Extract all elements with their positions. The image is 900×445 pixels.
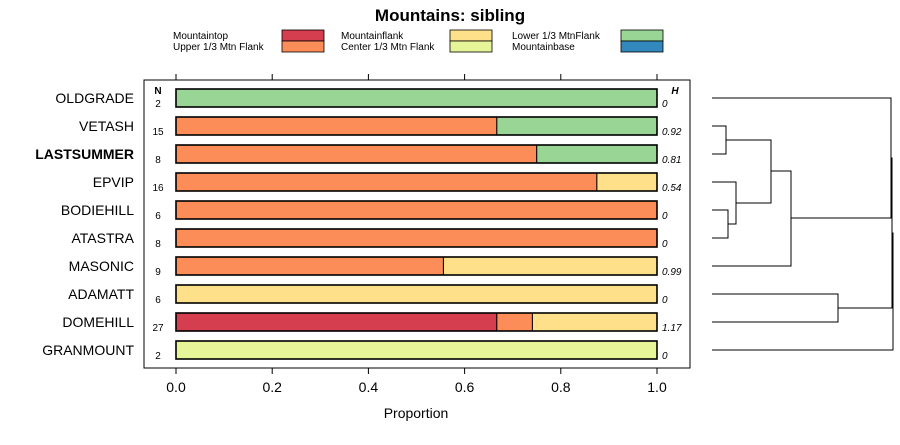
bar-segment-vetash-upper-1-3-mtn-flank — [175, 116, 498, 136]
dendrogram-branch-adamatt-domehill — [712, 293, 839, 323]
bar-segment-bodiehill-upper-1-3-mtn-flank — [175, 200, 658, 220]
h-value-adamatt: 0 — [662, 295, 668, 306]
h-value-masonic: 0.99 — [662, 267, 682, 278]
h-value-granmount: 0 — [662, 351, 668, 362]
bar-rows: OLDGRADE 2 0 VETASH 15 0.92 LASTSUMMER 8 0.81 EPV… — [35, 88, 682, 362]
bar-outline-epvip — [175, 172, 658, 192]
x-axis-label: Proportion — [384, 405, 449, 421]
h-value-bodiehill: 0 — [662, 211, 668, 222]
bar-segment-oldgrade-lower-1-3-mtnflank — [175, 88, 658, 108]
n-value-granmount: 2 — [155, 351, 161, 362]
n-value-vetash: 15 — [152, 127, 164, 138]
h-value-vetash: 0.92 — [662, 127, 682, 138]
h-value-epvip: 0.54 — [662, 183, 682, 194]
x-tick-label-4: 0.8 — [551, 379, 571, 395]
legend-label-lower-1-3-mtnflank: Lower 1/3 MtnFlank — [512, 31, 601, 42]
dendrogram-branch-bodiehill-atastra — [712, 209, 729, 239]
row-label-vetash: VETASH — [79, 118, 134, 134]
bar-segment-epvip-mountainflank — [596, 172, 658, 192]
x-tick-label-2: 0.4 — [359, 379, 379, 395]
row-label-lastsummer: LASTSUMMER — [35, 146, 134, 162]
bar-segment-lastsummer-lower-1-3-mtnflank — [536, 144, 658, 164]
dendrogram-branch-middle-merge — [838, 157, 893, 309]
row-label-masonic: MASONIC — [69, 258, 134, 274]
plot-frame — [143, 79, 691, 369]
h-value-atastra: 0 — [662, 239, 668, 250]
bar-segment-vetash-lower-1-3-mtnflank — [496, 116, 658, 136]
legend-swatch-mountainbase — [620, 40, 664, 53]
x-tick-label-3: 0.6 — [455, 379, 475, 395]
h-column-header: H — [671, 86, 679, 97]
legend-label-mountaintop: Mountaintop — [173, 31, 228, 42]
bar-segment-epvip-upper-1-3-mtn-flank — [175, 172, 598, 192]
dendrogram-branch-epvip-merge — [712, 181, 737, 225]
n-value-atastra: 8 — [155, 239, 161, 250]
bar-segment-domehill-mountainflank — [531, 312, 658, 332]
legend-label-mountainbase: Mountainbase — [512, 42, 575, 53]
dendrogram-branch-top-merge — [726, 139, 772, 204]
n-value-lastsummer: 8 — [155, 155, 161, 166]
bar-outline-masonic — [175, 256, 658, 276]
bar-segment-domehill-mountaintop — [175, 312, 498, 332]
x-tick-label-0: 0.0 — [166, 379, 186, 395]
dendrogram-branch-oldgrade-merge — [712, 97, 892, 219]
x-axis: 0.0 0.2 0.4 0.6 0.8 1.0 — [166, 74, 667, 395]
row-label-atastra: ATASTRA — [72, 230, 135, 246]
row-label-granmount: GRANMOUNT — [42, 342, 134, 358]
dendrogram — [712, 97, 894, 351]
legend-swatch-mountainflank — [449, 29, 493, 42]
dendrogram-branch-vetash-lastsummer — [712, 125, 727, 155]
x-tick-label-5: 1.0 — [647, 379, 667, 395]
n-column-header: N — [154, 86, 161, 97]
bar-outline-granmount — [175, 340, 658, 360]
bar-segment-granmount-center-1-3-mtn-flank — [175, 340, 658, 360]
h-value-oldgrade: 0 — [662, 99, 668, 110]
row-label-bodiehill: BODIEHILL — [61, 202, 134, 218]
bar-outline-oldgrade — [175, 88, 658, 108]
legend-label-center-1-3-mtn-flank: Center 1/3 Mtn Flank — [341, 42, 435, 53]
legend-label-upper-1-3-mtn-flank: Upper 1/3 Mtn Flank — [173, 42, 265, 53]
legend-label-mountainflank: Mountainflank — [341, 31, 404, 42]
bar-outline-lastsummer — [175, 144, 658, 164]
bar-segment-atastra-upper-1-3-mtn-flank — [175, 228, 658, 248]
bar-outline-adamatt — [175, 284, 658, 304]
row-label-oldgrade: OLDGRADE — [55, 90, 134, 106]
bar-segment-lastsummer-upper-1-3-mtn-flank — [175, 144, 538, 164]
chart-title: Mountains: sibling — [375, 6, 525, 25]
row-label-epvip: EPVIP — [93, 174, 134, 190]
bar-outline-domehill — [175, 312, 658, 332]
row-label-domehill: DOMEHILL — [62, 314, 134, 330]
bar-segment-masonic-mountainflank — [442, 256, 658, 276]
bar-segment-domehill-upper-1-3-mtn-flank — [496, 312, 533, 332]
bar-outline-bodiehill — [175, 200, 658, 220]
dendrogram-branch-masonic-merge — [712, 170, 792, 267]
bar-outline-vetash — [175, 116, 658, 136]
n-value-adamatt: 6 — [155, 295, 161, 306]
h-value-lastsummer: 0.81 — [662, 155, 681, 166]
n-value-epvip: 16 — [152, 183, 164, 194]
row-label-adamatt: ADAMATT — [68, 286, 134, 302]
bar-segment-masonic-upper-1-3-mtn-flank — [175, 256, 444, 276]
legend-swatch-center-1-3-mtn-flank — [449, 40, 493, 53]
n-value-bodiehill: 6 — [155, 211, 161, 222]
legend-swatch-upper-1-3-mtn-flank — [281, 40, 325, 53]
dendrogram-branch-root — [712, 232, 894, 351]
bar-segment-adamatt-mountainflank — [175, 284, 658, 304]
x-tick-label-1: 0.2 — [262, 379, 282, 395]
n-value-oldgrade: 2 — [155, 99, 161, 110]
h-value-domehill: 1.17 — [662, 323, 682, 334]
n-value-masonic: 9 — [155, 267, 161, 278]
n-value-domehill: 27 — [152, 323, 164, 334]
bar-outline-atastra — [175, 228, 658, 248]
legend-swatch-mountaintop — [281, 29, 325, 42]
legend-swatch-lower-1-3-mtnflank — [620, 29, 664, 42]
